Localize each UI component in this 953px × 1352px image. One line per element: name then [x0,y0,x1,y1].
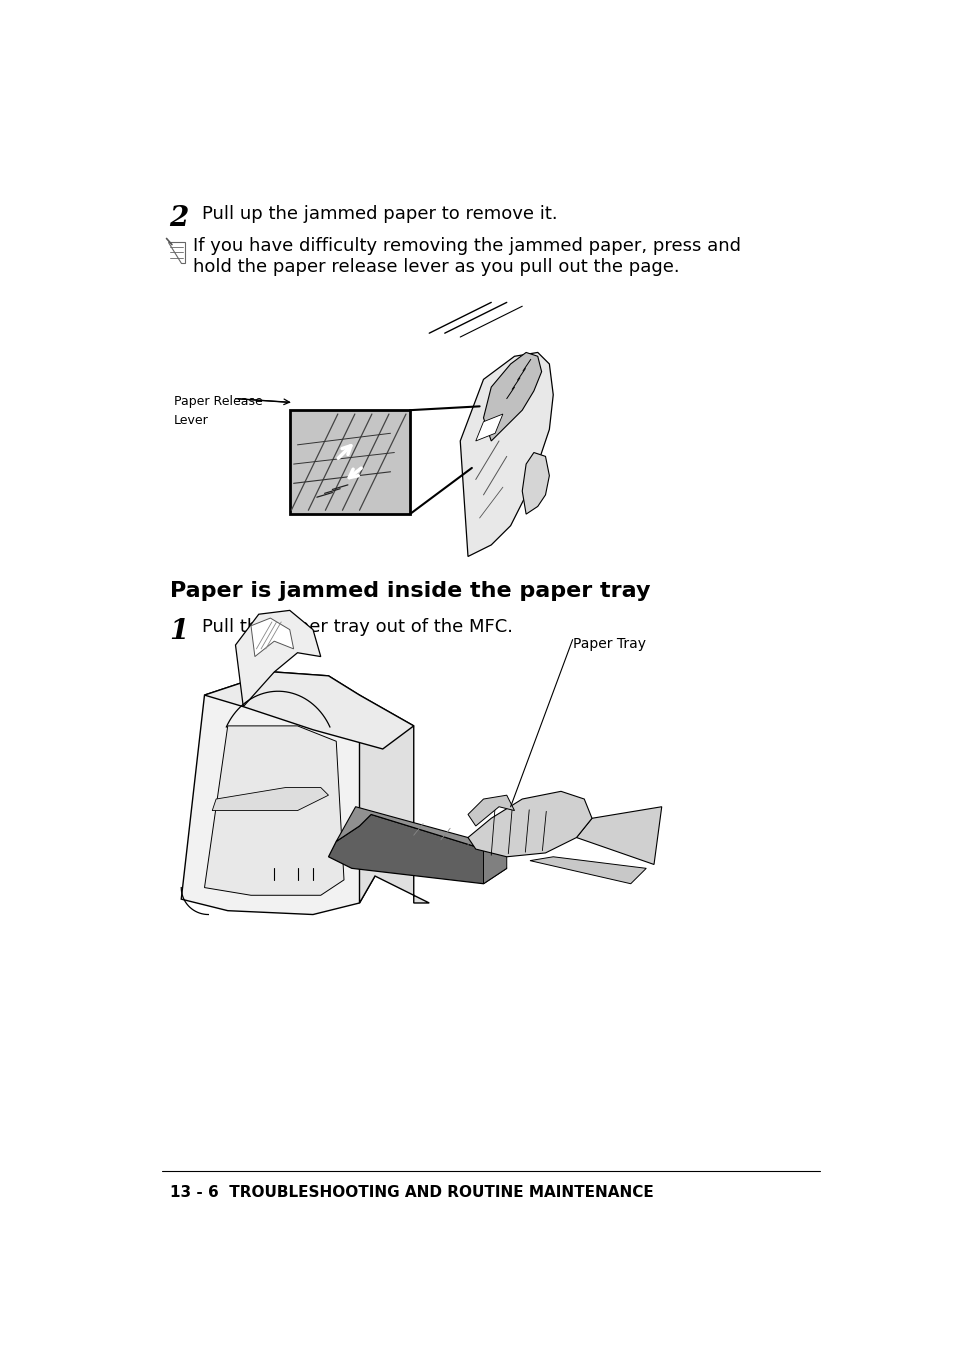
Text: Paper is jammed inside the paper tray: Paper is jammed inside the paper tray [170,581,649,602]
Polygon shape [204,726,344,895]
Polygon shape [181,672,375,914]
Polygon shape [483,849,506,884]
Text: 2: 2 [170,204,189,231]
Polygon shape [521,453,549,514]
Text: Paper Tray: Paper Tray [572,637,645,652]
Bar [290,410,410,514]
Text: 13 - 6  TROUBLESHOOTING AND ROUTINE MAINTENANCE: 13 - 6 TROUBLESHOOTING AND ROUTINE MAINT… [170,1184,653,1199]
Text: Pull up the jammed paper to remove it.: Pull up the jammed paper to remove it. [202,204,558,223]
Polygon shape [204,672,414,749]
Polygon shape [468,795,514,826]
Text: Pull the paper tray out of the MFC.: Pull the paper tray out of the MFC. [202,618,513,635]
Polygon shape [576,807,661,864]
Text: hold the paper release lever as you pull out the page.: hold the paper release lever as you pull… [193,258,679,277]
Text: Lever: Lever [173,414,208,427]
Polygon shape [483,353,541,441]
Polygon shape [476,414,502,441]
Polygon shape [168,242,185,264]
Text: 1: 1 [170,618,189,645]
Text: If you have difficulty removing the jammed paper, press and: If you have difficulty removing the jamm… [193,237,740,256]
Polygon shape [251,618,294,657]
Polygon shape [212,787,328,811]
Polygon shape [359,695,429,903]
Polygon shape [328,814,506,884]
Polygon shape [459,353,553,557]
Text: Paper Release: Paper Release [173,395,262,408]
Polygon shape [468,791,592,857]
Polygon shape [335,807,483,849]
Polygon shape [530,857,645,884]
Polygon shape [235,610,320,707]
